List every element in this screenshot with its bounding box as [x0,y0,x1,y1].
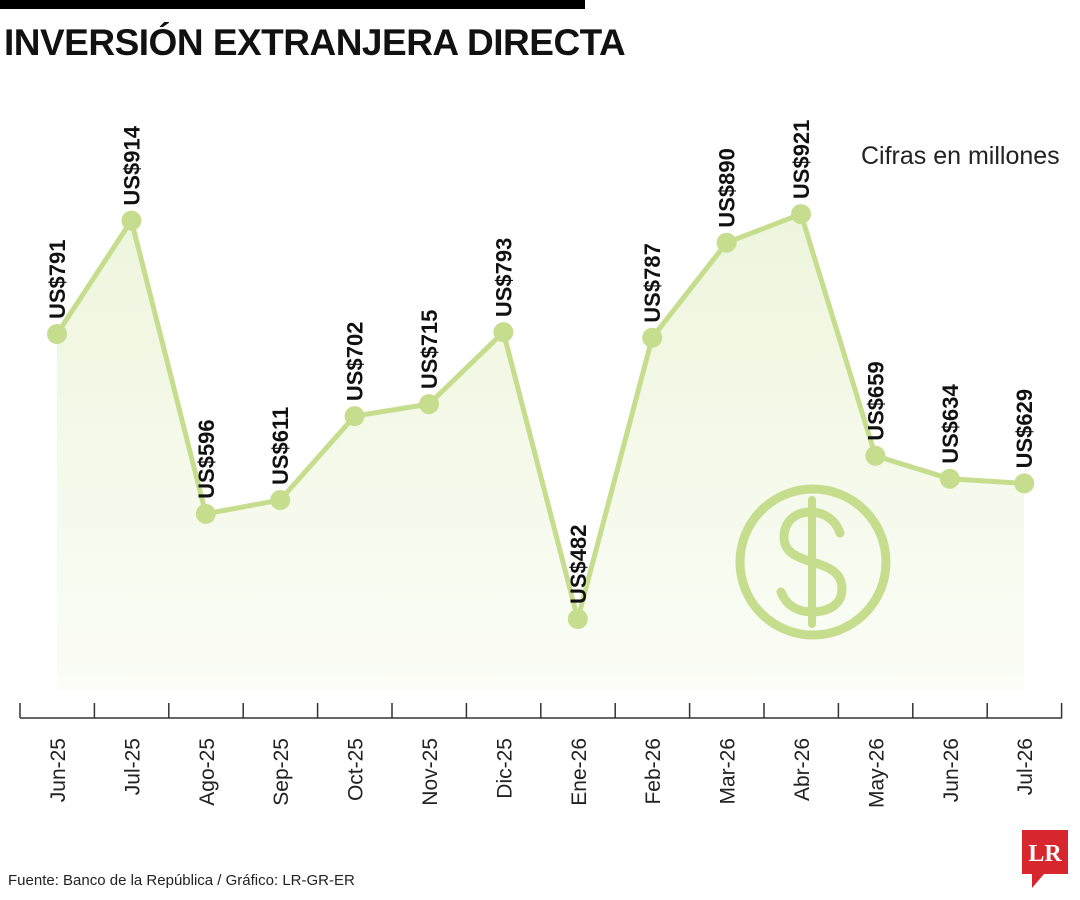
top-rule [0,0,585,9]
data-point-jun-25 [47,324,67,344]
data-point-may-26 [865,445,886,466]
source-note: Fuente: Banco de la República / Gráfico:… [8,872,355,889]
value-label-ago-25: US$596 [194,419,219,499]
series-line [54,211,1025,622]
data-point-ago-25 [195,503,216,524]
value-label-ene-26: US$482 [566,524,591,604]
value-label-nov-25: US$715 [417,310,442,390]
value-label-dic-25: US$793 [491,238,516,318]
units-note: Cifras en millones [861,142,1060,170]
data-point-dic-25 [493,322,514,343]
value-label-abr-26: US$921 [789,120,814,200]
data-point-ene-26 [567,609,588,629]
x-tick-label-ago-25: Ago-25 [196,738,219,806]
area-fill [57,214,1025,690]
x-tick-label-ene-26: Ene-26 [568,738,591,806]
x-tick-label-dic-25: Dic-25 [493,738,516,799]
value-label-oct-25: US$702 [343,322,368,402]
x-tick-label-sep-25: Sep-25 [270,738,293,806]
data-point-nov-25 [419,394,439,415]
data-point-sep-25 [270,490,291,511]
value-label-mar-26: US$890 [715,148,740,228]
chart-title: INVERSIÓN EXTRANJERA DIRECTA [4,22,626,63]
x-tick-label-may-26: May-26 [865,738,888,808]
x-tick-label-oct-25: Oct-25 [345,738,368,801]
x-tick-label-jul-26: Jul-26 [1014,738,1037,795]
value-label-jul-26: US$629 [1012,389,1037,469]
value-label-may-26: US$659 [863,361,888,441]
x-tick-label-jul-25: Jul-25 [121,738,144,795]
data-point-jul-26 [1014,473,1035,494]
value-label-jun-26: US$634 [938,384,963,464]
x-tick-label-nov-25: Nov-25 [419,738,442,806]
data-point-jul-25 [121,210,142,231]
data-point-feb-26 [642,327,663,348]
x-tick-label-abr-26: Abr-26 [791,738,814,801]
value-label-feb-26: US$787 [640,243,665,323]
dollar-coin-icon [735,484,891,640]
lr-logo-text: LR [1028,841,1062,867]
x-tick-label-jun-26: Jun-26 [940,738,963,802]
data-point-mar-26 [716,232,737,253]
x-tick-label-feb-26: Feb-26 [642,738,665,805]
data-point-abr-26 [791,204,811,225]
value-label-jun-25: US$791 [45,239,70,319]
value-label-sep-25: US$611 [268,407,293,485]
data-point-oct-25 [344,406,365,427]
lr-logo-icon: LR [1022,830,1068,888]
x-tick-label-jun-25: Jun-25 [47,738,70,802]
data-point-jun-26 [939,468,960,489]
x-tick-label-mar-26: Mar-26 [717,738,740,805]
value-label-jul-25: US$914 [119,125,144,205]
